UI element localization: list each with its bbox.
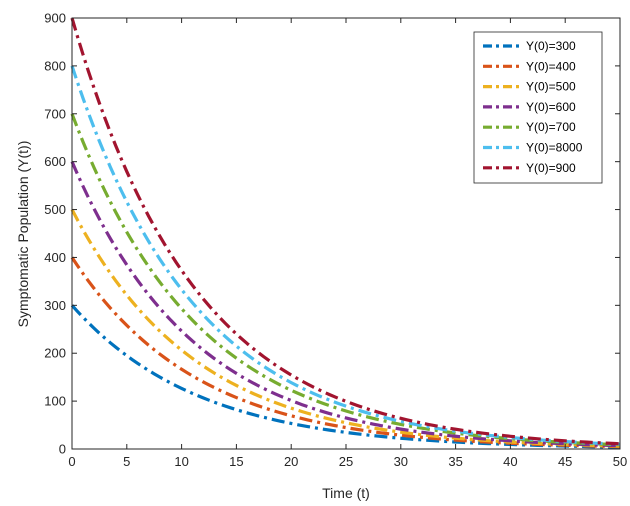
series-line-4 <box>70 113 621 447</box>
legend: Y(0)=300 Y(0)=400 Y(0)=500 Y(0)=600 Y(0)=700… <box>473 31 603 184</box>
y-tick-label-4: 400 <box>44 250 66 265</box>
x-tick-label-9: 45 <box>558 454 572 469</box>
x-tick-label-7: 35 <box>448 454 462 469</box>
legend-label-1: Y(0)=400 <box>526 59 576 73</box>
y-tick-label-3: 300 <box>44 298 66 313</box>
x-tick-label-1: 5 <box>123 454 130 469</box>
series-line-6 <box>70 17 621 446</box>
y-tick-label-0: 0 <box>59 442 66 457</box>
tick-layer: 0 5 10 15 20 25 30 35 40 45 5001002003004005006007… <box>44 11 627 470</box>
x-tick-label-10: 50 <box>613 454 627 469</box>
legend-box <box>473 31 603 184</box>
legend-label-0: Y(0)=300 <box>526 39 576 53</box>
series-line-5 <box>70 65 621 446</box>
y-axis-label: Symptomatic Population (Y(t)) <box>15 141 31 328</box>
x-tick-label-8: 40 <box>503 454 517 469</box>
legend-label-6: Y(0)=900 <box>526 161 576 175</box>
series-line-3 <box>70 161 621 448</box>
series-line-1 <box>70 256 621 449</box>
series-layer <box>70 17 621 449</box>
legend-label-2: Y(0)=500 <box>526 80 576 94</box>
y-tick-label-7: 700 <box>44 106 66 121</box>
legend-label-4: Y(0)=700 <box>526 120 576 134</box>
y-tick-label-8: 800 <box>44 58 66 73</box>
legend-label-3: Y(0)=600 <box>526 100 576 114</box>
y-tick-label-2: 200 <box>44 346 66 361</box>
x-tick-label-2: 10 <box>174 454 188 469</box>
legend-label-5: Y(0)=8000 <box>526 141 583 155</box>
x-tick-label-6: 30 <box>394 454 408 469</box>
x-tick-label-3: 15 <box>229 454 243 469</box>
x-tick-label-5: 25 <box>339 454 353 469</box>
y-tick-label-1: 100 <box>44 394 66 409</box>
x-tick-label-4: 20 <box>284 454 298 469</box>
y-tick-label-5: 500 <box>44 202 66 217</box>
y-tick-label-6: 600 <box>44 154 66 169</box>
y-tick-label-9: 900 <box>44 11 66 26</box>
legend-items: Y(0)=300 Y(0)=400 Y(0)=500 Y(0)=600 Y(0)=700… <box>483 39 583 175</box>
x-axis-label: Time (t) <box>322 485 370 501</box>
x-tick-label-0: 0 <box>68 454 75 469</box>
